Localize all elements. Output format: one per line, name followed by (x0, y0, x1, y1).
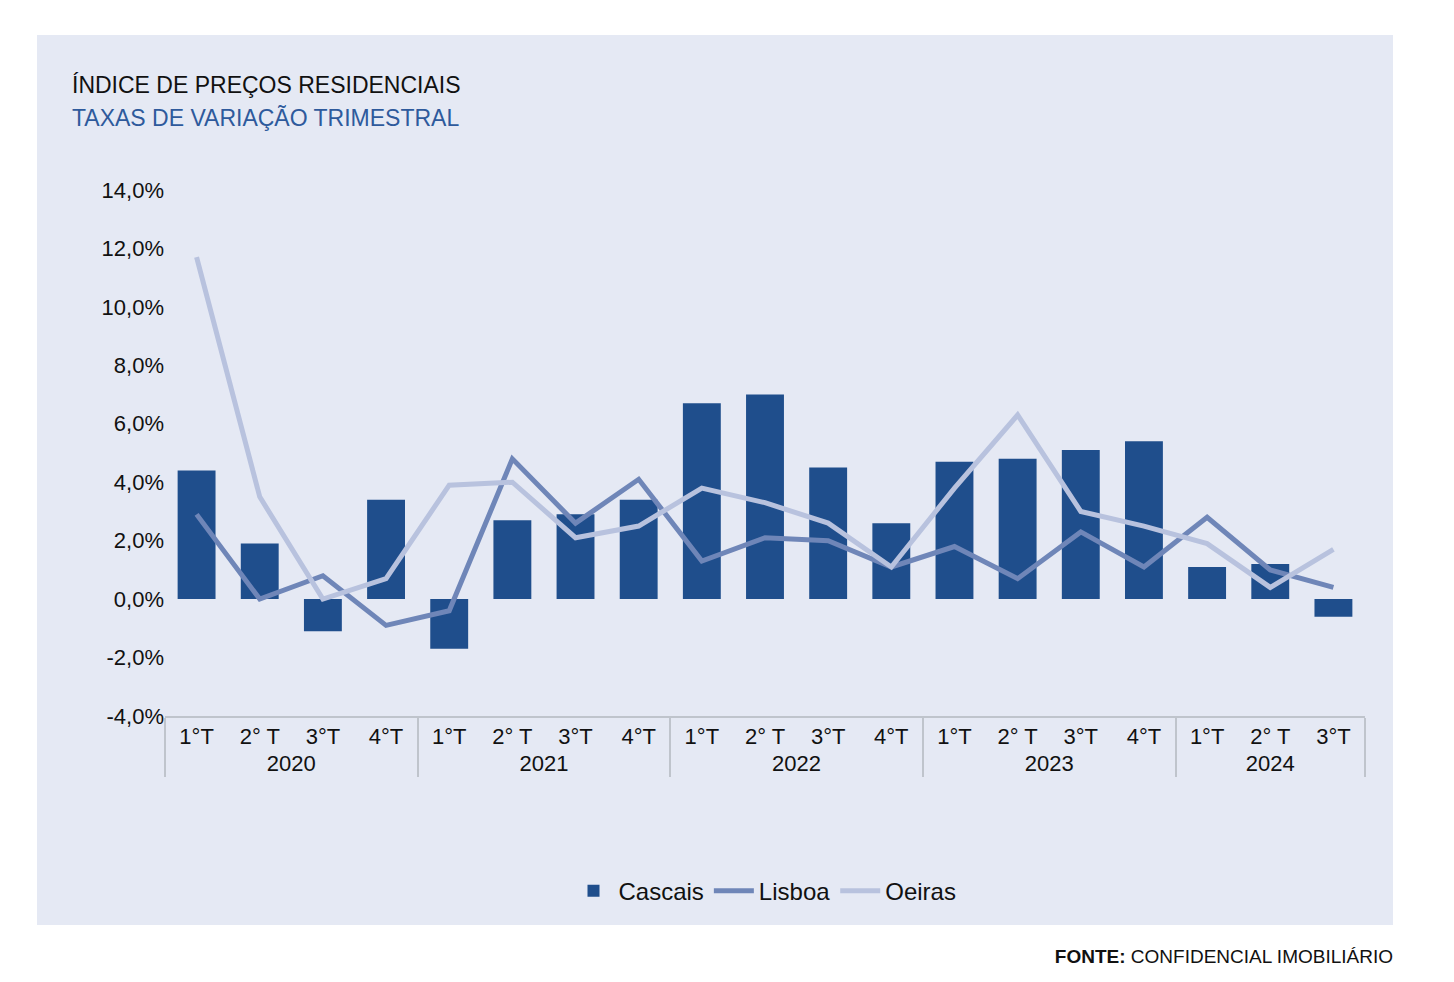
svg-text:Oeiras: Oeiras (885, 878, 956, 905)
html-text:FONTE: CONFIDENCIAL IMOBILIÁRI: FONTE: CONFIDENCIAL IMOBILIÁRIO (1054, 946, 1393, 967)
svg-text:3°T: 3°T (1064, 724, 1098, 749)
svg-text:2° T: 2° T (1250, 724, 1290, 749)
svg-text:6,0%: 6,0% (114, 411, 164, 436)
svg-text:2024: 2024 (1246, 751, 1295, 776)
svg-text:4°T: 4°T (369, 724, 403, 749)
svg-text:0,0%: 0,0% (114, 587, 164, 612)
svg-text:1°T: 1°T (179, 724, 213, 749)
svg-text:1°T: 1°T (432, 724, 466, 749)
svg-text:ÍNDICE DE PREÇOS RESIDENCIAIS: ÍNDICE DE PREÇOS RESIDENCIAIS (72, 72, 461, 98)
svg-text:2022: 2022 (772, 751, 821, 776)
svg-text:Lisboa: Lisboa (759, 878, 830, 905)
svg-text:8,0%: 8,0% (114, 353, 164, 378)
svg-text:4,0%: 4,0% (114, 470, 164, 495)
svg-text:3°T: 3°T (811, 724, 845, 749)
svg-text:3°T: 3°T (306, 724, 340, 749)
svg-text:2,0%: 2,0% (114, 528, 164, 553)
svg-text:TAXAS DE VARIAÇÃO TRIMESTRAL: TAXAS DE VARIAÇÃO TRIMESTRAL (72, 105, 459, 131)
svg-text:Cascais: Cascais (619, 878, 704, 905)
svg-text:3°T: 3°T (1316, 724, 1350, 749)
svg-text:-2,0%: -2,0% (107, 645, 164, 670)
svg-text:1°T: 1°T (1190, 724, 1224, 749)
svg-text:12,0%: 12,0% (102, 236, 164, 261)
svg-text:3°T: 3°T (558, 724, 592, 749)
svg-text:14,0%: 14,0% (102, 178, 164, 203)
svg-text:4°T: 4°T (874, 724, 908, 749)
svg-text:2023: 2023 (1025, 751, 1074, 776)
svg-text:2021: 2021 (519, 751, 568, 776)
svg-text:2° T: 2° T (240, 724, 280, 749)
svg-text:2° T: 2° T (998, 724, 1038, 749)
svg-text:2020: 2020 (267, 751, 316, 776)
svg-text:4°T: 4°T (1127, 724, 1161, 749)
svg-text:4°T: 4°T (621, 724, 655, 749)
svg-text:2° T: 2° T (745, 724, 785, 749)
svg-text:1°T: 1°T (685, 724, 719, 749)
svg-text:1°T: 1°T (937, 724, 971, 749)
svg-text:2° T: 2° T (492, 724, 532, 749)
svg-text:-4,0%: -4,0% (107, 704, 164, 729)
svg-text:10,0%: 10,0% (102, 295, 164, 320)
